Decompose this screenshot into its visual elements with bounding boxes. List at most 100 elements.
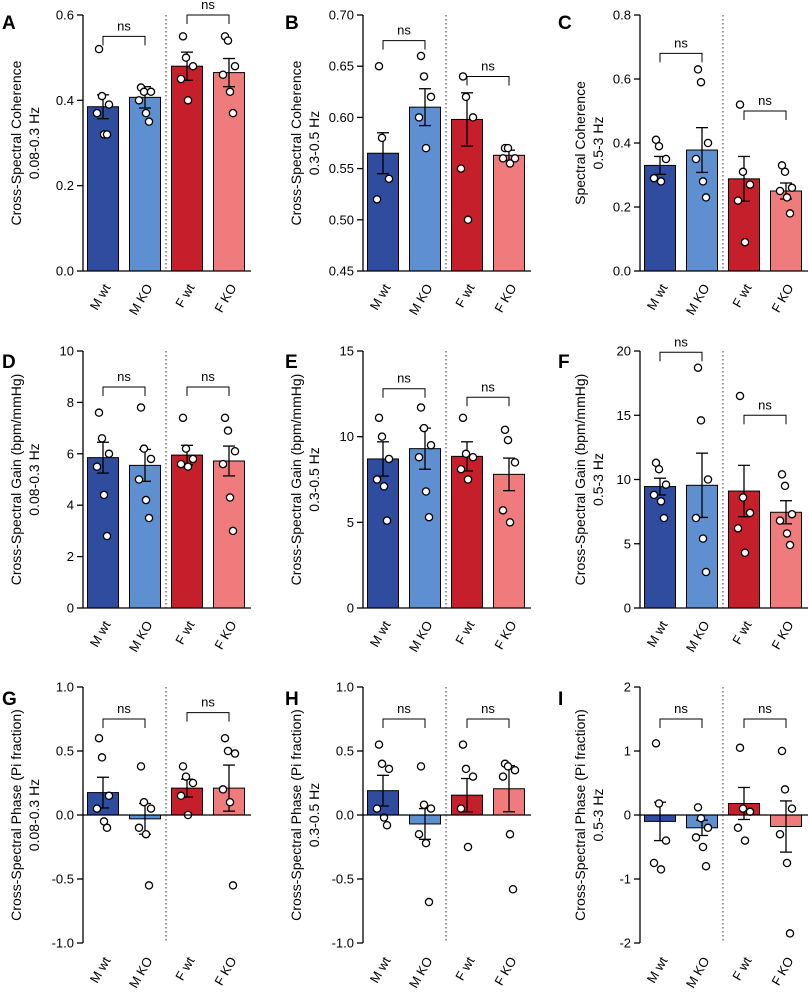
- data-point: [382, 820, 392, 830]
- data-point: [463, 215, 473, 225]
- data-point: [787, 804, 797, 813]
- data-point: [228, 881, 238, 890]
- y-tick-label: 20: [617, 344, 631, 359]
- data-point: [372, 195, 382, 204]
- data-point: [223, 746, 233, 756]
- significance-label: ns: [674, 334, 688, 349]
- significance-bracket: [659, 52, 703, 63]
- y-tick-label: 0: [347, 601, 354, 616]
- data-point: [782, 858, 792, 868]
- x-tick-label: M wt: [87, 954, 114, 986]
- data-point: [178, 32, 188, 41]
- data-point: [181, 444, 191, 453]
- significance-label: ns: [758, 93, 772, 108]
- data-point: [146, 454, 156, 464]
- data-point: [775, 829, 785, 839]
- data-point: [426, 92, 436, 102]
- data-point: [419, 423, 429, 433]
- x-tick-label: M wt: [644, 954, 671, 986]
- data-point: [733, 823, 743, 833]
- data-point: [782, 193, 792, 202]
- data-point: [141, 495, 151, 505]
- data-point: [176, 74, 186, 84]
- significance-label: ns: [117, 369, 131, 384]
- data-point: [510, 154, 520, 163]
- data-point: [654, 141, 664, 151]
- y-tick-label: 5: [347, 515, 354, 530]
- data-point: [178, 413, 188, 423]
- data-point: [424, 897, 434, 907]
- data-point: [139, 797, 149, 807]
- data-point: [228, 108, 238, 118]
- x-tick-label: F KO: [491, 281, 519, 315]
- data-point: [656, 497, 666, 506]
- data-point: [696, 813, 706, 823]
- y-tick-label: -1.0: [52, 936, 74, 951]
- data-point: [698, 177, 708, 186]
- data-point: [372, 804, 382, 813]
- data-point: [146, 804, 156, 813]
- data-point: [225, 87, 235, 97]
- significance-bracket: [466, 75, 510, 86]
- data-point: [703, 475, 713, 484]
- data-point: [745, 807, 755, 817]
- data-point: [696, 77, 706, 87]
- x-tick-label: M KO: [126, 954, 156, 990]
- significance-bracket: [743, 110, 787, 120]
- data-point: [144, 117, 154, 126]
- x-tick-label: M KO: [683, 954, 713, 990]
- y-tick-label: 0.0: [56, 264, 74, 279]
- y-axis-label: Cross-Spectral Phase (Pi fraction): [288, 709, 304, 921]
- data-point: [104, 449, 114, 459]
- data-point: [414, 113, 424, 122]
- panel-letter: F: [558, 352, 570, 373]
- bar-f_ko: [493, 154, 525, 272]
- data-point: [188, 454, 198, 464]
- data-point: [701, 567, 711, 577]
- panel-letter: I: [558, 689, 563, 710]
- x-tick-label: F wt: [172, 281, 197, 310]
- data-point: [223, 36, 233, 45]
- x-tick-label: M KO: [126, 281, 156, 317]
- data-point: [661, 836, 671, 845]
- data-point: [384, 454, 394, 464]
- data-point: [463, 475, 473, 484]
- y-axis-label: Cross-Spectral Gain (bpm/mmHg): [8, 374, 24, 586]
- data-point: [456, 804, 466, 813]
- significance-label: ns: [674, 701, 688, 716]
- significance-label: ns: [397, 371, 411, 386]
- data-point: [456, 164, 466, 173]
- x-tick-label: M wt: [367, 954, 394, 986]
- data-point: [102, 531, 112, 541]
- bar-f_ko: [213, 72, 245, 272]
- data-point: [735, 391, 745, 401]
- significance-label: ns: [481, 379, 495, 394]
- y-tick-label: 0.5: [336, 744, 354, 759]
- bar-f_ko: [770, 511, 802, 609]
- panel-letter: H: [285, 689, 299, 710]
- data-point: [377, 432, 387, 441]
- y-tick-label: 10: [60, 344, 74, 359]
- significance-label: ns: [397, 23, 411, 38]
- data-point: [461, 449, 471, 459]
- data-point: [218, 70, 228, 79]
- data-point: [461, 92, 471, 102]
- data-point: [94, 733, 104, 743]
- x-tick-label: M wt: [644, 618, 671, 650]
- significance-bracket: [382, 388, 426, 398]
- data-point: [735, 100, 745, 109]
- x-tick-label: F wt: [172, 954, 197, 983]
- data-point: [468, 452, 478, 462]
- x-tick-label: F KO: [491, 618, 519, 652]
- bar-f_ko: [213, 460, 245, 609]
- y-tick-label: 4: [67, 498, 74, 513]
- data-point: [738, 804, 748, 813]
- data-point: [696, 416, 706, 425]
- y-axis-sublabel: 0.08-0.3 Hz: [26, 107, 42, 179]
- data-point: [139, 444, 149, 453]
- x-tick-label: M wt: [87, 281, 114, 313]
- data-point: [693, 363, 703, 372]
- y-tick-label: 0.4: [613, 136, 631, 151]
